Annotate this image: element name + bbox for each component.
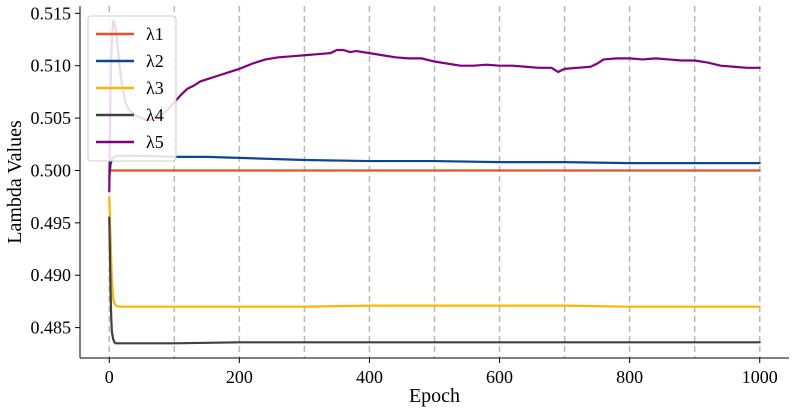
- y-tick-label: 0.515: [31, 3, 72, 23]
- legend-label-5: λ5: [146, 132, 164, 152]
- x-axis-label: Epoch: [409, 385, 460, 407]
- legend-label-4: λ4: [146, 105, 164, 125]
- y-tick-label: 0.490: [31, 265, 72, 285]
- legend-items: λ1 λ2 λ3 λ4 λ5: [96, 24, 164, 152]
- x-tick-label: 800: [616, 367, 643, 387]
- legend-label-2: λ2: [146, 51, 164, 71]
- y-tick-label: 0.485: [31, 318, 72, 338]
- x-tick-label: 0: [105, 367, 114, 387]
- x-tick-label: 200: [226, 367, 253, 387]
- x-tick-label: 600: [486, 367, 513, 387]
- series-line-3: [108, 195, 761, 308]
- y-tick-label: 0.510: [31, 56, 72, 76]
- y-tick-label: 0.495: [31, 213, 72, 233]
- ticks-layer: 0 200 400 600 800 1000 0.485 0.490 0.495 0.500 0.5…: [31, 3, 778, 387]
- y-axis-label: Lambda Values: [4, 120, 26, 244]
- axes-layer: [79, 6, 789, 359]
- y-tick-label: 0.500: [31, 160, 72, 180]
- legend: λ1 λ2 λ3 λ4 λ5: [87, 15, 177, 162]
- x-tick-label: 400: [356, 367, 383, 387]
- legend-label-1: λ1: [146, 24, 164, 44]
- grid-layer: [108, 6, 761, 358]
- legend-label-3: λ3: [146, 78, 164, 98]
- x-tick-label: 1000: [742, 367, 778, 387]
- y-tick-label: 0.505: [31, 108, 72, 128]
- series-line-4: [108, 216, 761, 345]
